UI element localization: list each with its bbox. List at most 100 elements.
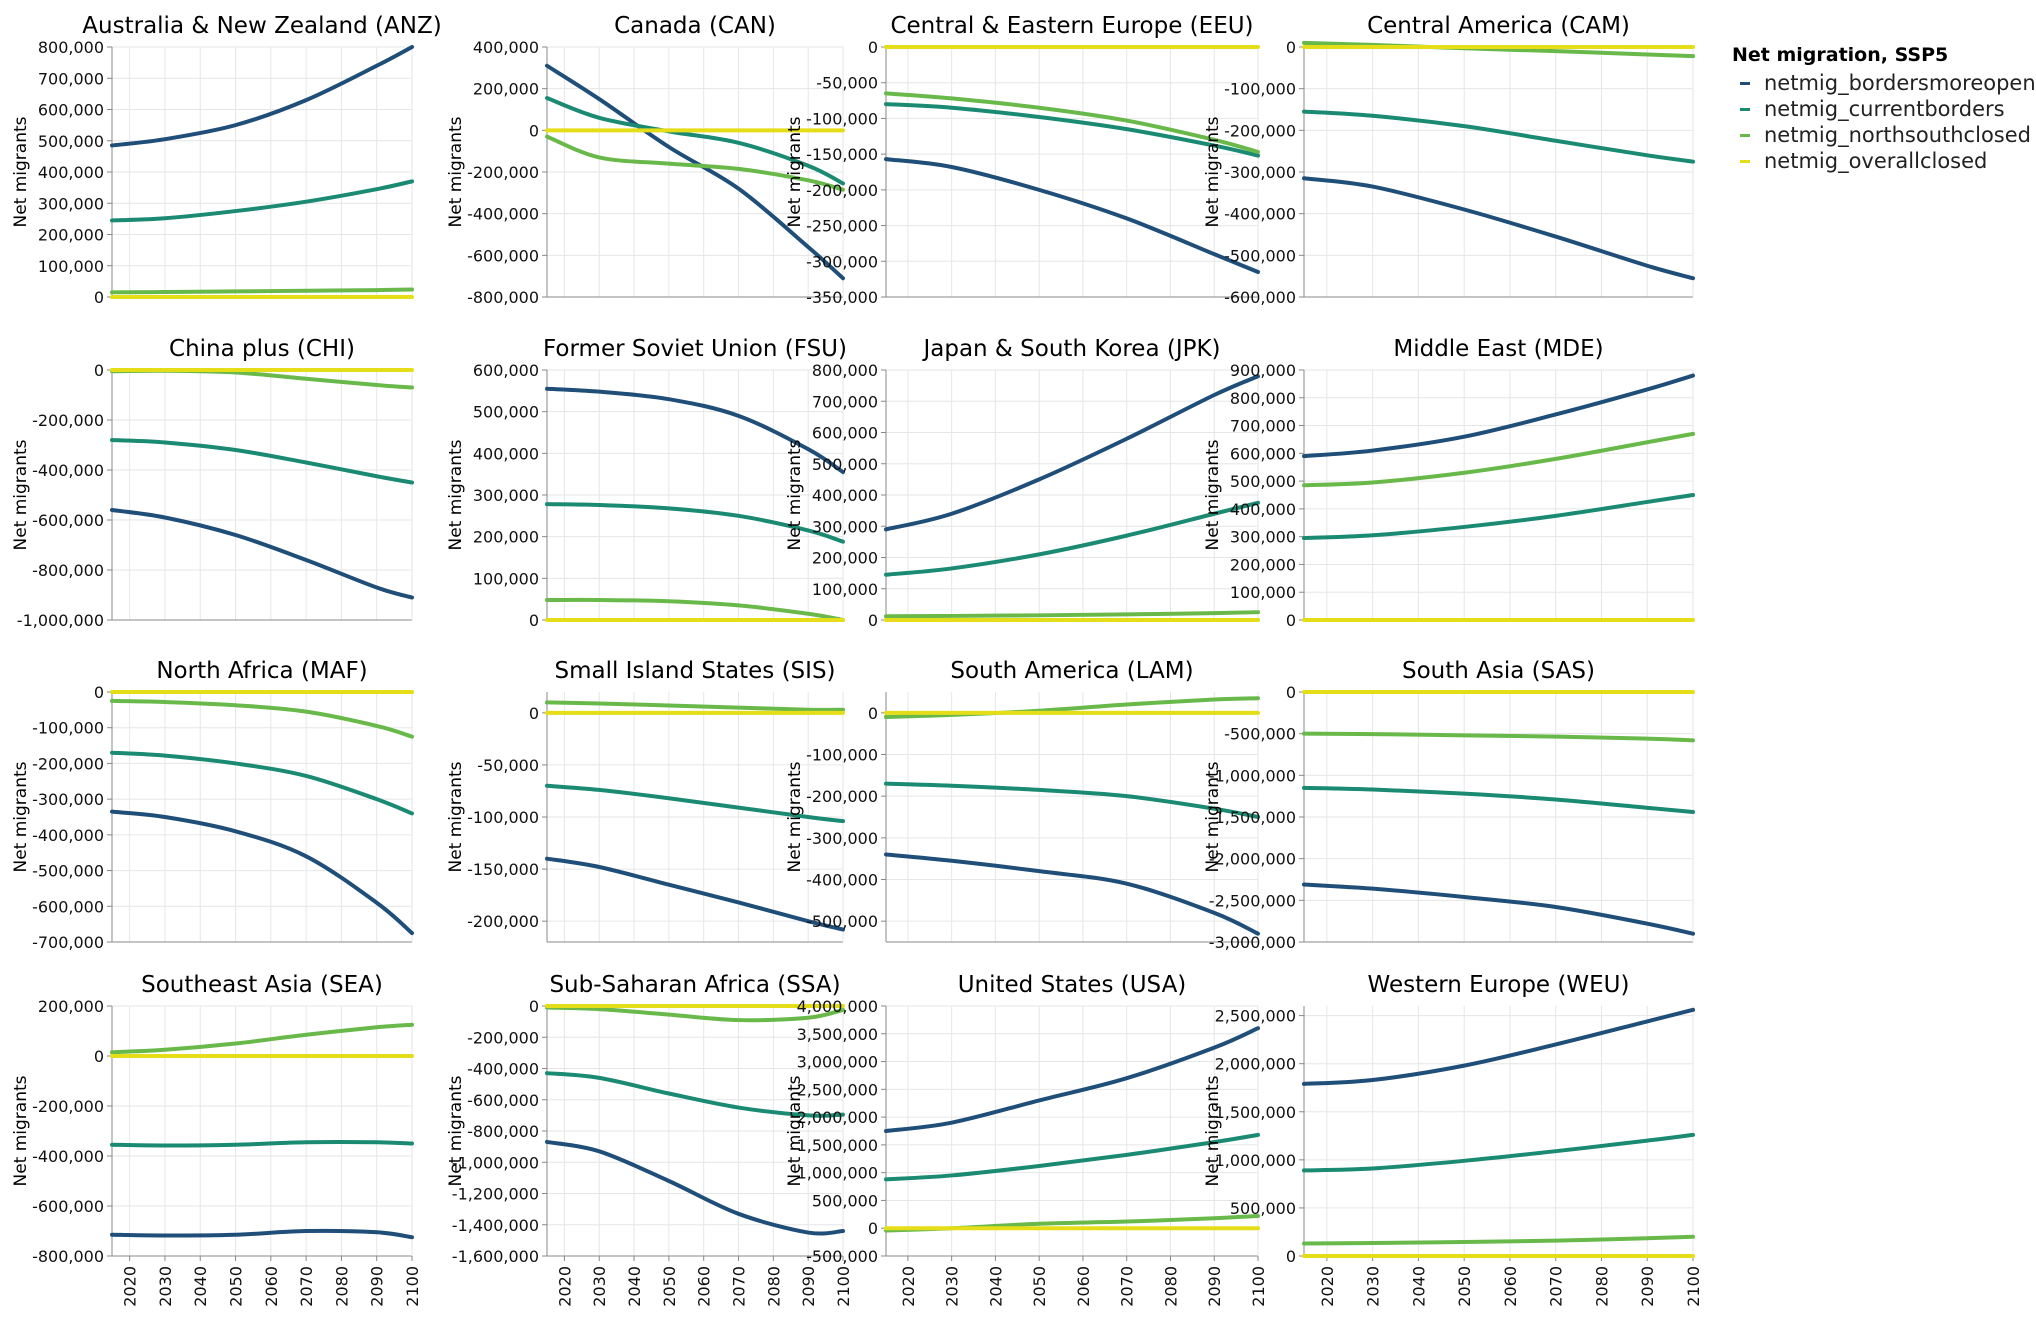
x-tick-label: 2080 [1592, 1266, 1611, 1307]
y-tick-label: 500,000 [812, 455, 878, 474]
x-tick-label: 2070 [1547, 1266, 1566, 1307]
x-tick-label: 2060 [1501, 1266, 1520, 1307]
y-tick-label: -300,000 [806, 829, 878, 848]
y-tick-label: -500,000 [1224, 246, 1296, 265]
series-line-netmig_currentborders [1302, 493, 1695, 541]
y-tick-label: -600,000 [1224, 288, 1296, 307]
series-line-netmig_northsouthclosed [545, 700, 845, 712]
legend-item-netmig_northsouthclosed: netmig_northsouthclosed [1732, 122, 2036, 148]
y-tick-label: 500,000 [1230, 1199, 1296, 1218]
legend-label: netmig_currentborders [1764, 97, 2005, 121]
y-axis-label: Net migrants [11, 439, 31, 550]
x-tick-label: 2100 [403, 1266, 422, 1307]
y-tick-label: 3,500,000 [797, 1025, 878, 1044]
y-axis-label: Net migrants [785, 116, 805, 227]
y-tick-label: 0 [529, 997, 539, 1016]
legend: Net migration, SSP5 netmig_bordersmoreop… [1732, 44, 2036, 174]
y-tick-label: -2,000,000 [1209, 850, 1296, 869]
chart-panel: -1,600,000 -1,400,000 -1,200,000 -1,000,000… [446, 972, 853, 1307]
y-tick-label: 300,000 [812, 517, 878, 536]
series-line-netmig_northsouthclosed [545, 1005, 845, 1023]
x-tick-label: 2070 [297, 1266, 316, 1307]
y-tick-label: 0 [94, 683, 104, 702]
y-tick-label: -1,000,000 [1209, 766, 1296, 785]
x-tick-label: 2090 [1638, 1266, 1657, 1307]
chart-title: Canada (CAN) [614, 13, 776, 39]
series-line-netmig_bordersmoreopen [545, 386, 845, 475]
y-axis-label: Net migrants [1203, 1075, 1223, 1186]
series-line-netmig_bordersmoreopen [1302, 882, 1695, 936]
y-tick-label: -200,000 [32, 1097, 104, 1116]
series-line-netmig_northsouthclosed [110, 1022, 414, 1055]
y-axis-label: Net migrants [785, 1075, 805, 1186]
y-tick-label: 400,000 [38, 163, 104, 182]
y-tick-label: 0 [94, 361, 104, 380]
series-line-netmig_northsouthclosed [545, 597, 845, 622]
y-tick-label: -100,000 [806, 746, 878, 765]
y-tick-label: -600,000 [32, 511, 104, 530]
x-tick-label: 2030 [590, 1266, 609, 1307]
y-tick-label: 600,000 [1230, 444, 1296, 463]
y-tick-label: 600,000 [812, 424, 878, 443]
y-tick-label: -1,600,000 [452, 1247, 539, 1266]
y-tick-label: 3,000,000 [797, 1053, 878, 1072]
y-tick-label: -800,000 [32, 1247, 104, 1266]
y-tick-label: -500,000 [806, 1247, 878, 1266]
y-tick-label: 500,000 [812, 1191, 878, 1210]
x-tick-label: 2050 [1455, 1266, 1474, 1307]
y-tick-label: 200,000 [38, 997, 104, 1016]
y-tick-label: -1,400,000 [452, 1216, 539, 1235]
series-line-netmig_currentborders [545, 502, 845, 544]
y-tick-label: -400,000 [32, 826, 104, 845]
x-tick-label: 2040 [191, 1266, 210, 1307]
y-tick-label: -300,000 [32, 790, 104, 809]
chart-title: Western Europe (WEU) [1368, 972, 1630, 998]
chart-title: China plus (CHI) [169, 336, 355, 362]
y-tick-label: 100,000 [473, 569, 539, 588]
series-line-netmig_bordersmoreopen [1302, 1007, 1695, 1086]
y-tick-label: 0 [868, 611, 878, 630]
y-tick-label: -200,000 [32, 754, 104, 773]
y-tick-label: 800,000 [1230, 389, 1296, 408]
y-tick-label: 500,000 [473, 403, 539, 422]
y-tick-label: 2,500,000 [797, 1080, 878, 1099]
series-line-netmig_currentborders [110, 438, 414, 485]
legend-label: netmig_bordersmoreopen [1764, 71, 2036, 95]
series-line-netmig_currentborders [884, 500, 1260, 577]
x-tick-label: 2090 [1205, 1266, 1224, 1307]
y-tick-label: 0 [1286, 38, 1296, 57]
y-tick-label: 200,000 [812, 549, 878, 568]
y-tick-label: 400,000 [1230, 500, 1296, 519]
series-line-netmig_currentborders [545, 1071, 845, 1118]
y-tick-label: 200,000 [473, 528, 539, 547]
series-line-netmig_bordersmoreopen [1302, 176, 1695, 281]
x-tick-label: 2050 [227, 1266, 246, 1307]
legend-item-netmig_bordersmoreopen: netmig_bordersmoreopen [1732, 70, 2036, 96]
y-tick-label: -2,500,000 [1209, 891, 1296, 910]
series-line-netmig_bordersmoreopen [545, 1139, 845, 1236]
y-tick-label: 700,000 [1230, 417, 1296, 436]
series-line-netmig_northsouthclosed [1302, 731, 1695, 743]
y-tick-label: -250,000 [806, 217, 878, 236]
y-tick-label: -150,000 [467, 860, 539, 879]
y-tick-label: 0 [868, 1219, 878, 1238]
chart-panel: -600,000 -500,000 -400,000 -300,000 -200,000… [1203, 13, 1695, 307]
y-tick-label: -600,000 [467, 246, 539, 265]
series-line-netmig_bordersmoreopen [884, 852, 1260, 936]
y-tick-label: -350,000 [806, 288, 878, 307]
x-tick-label: 2090 [799, 1266, 818, 1307]
x-tick-label: 2040 [625, 1266, 644, 1307]
legend-item-netmig_currentborders: netmig_currentborders [1732, 96, 2036, 122]
y-tick-label: -1,000,000 [17, 611, 104, 630]
series-line-netmig_currentborders [884, 1132, 1260, 1182]
y-tick-label: -300,000 [1224, 163, 1296, 182]
series-line-netmig_northsouthclosed [110, 698, 414, 739]
y-tick-label: 0 [529, 611, 539, 630]
y-tick-label: 400,000 [473, 38, 539, 57]
y-tick-label: -200,000 [806, 181, 878, 200]
chart-title: United States (USA) [958, 972, 1187, 998]
y-axis-label: Net migrants [446, 1075, 466, 1186]
y-axis-label: Net migrants [1203, 116, 1223, 227]
series-line-netmig_northsouthclosed [110, 287, 414, 295]
x-tick-label: 2060 [1074, 1266, 1093, 1307]
